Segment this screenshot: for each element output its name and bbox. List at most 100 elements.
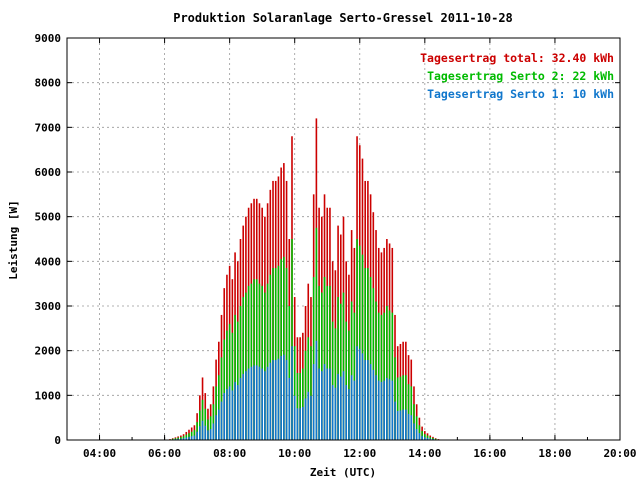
bar-series-3 — [362, 353, 364, 440]
bar-series-3 — [278, 359, 280, 440]
y-tick-label: 1000 — [35, 389, 62, 402]
bar-series-3 — [213, 423, 215, 440]
bar-series-3 — [397, 411, 399, 440]
bar-series-3 — [389, 379, 391, 440]
bar-series-3 — [226, 389, 228, 440]
bar-series-3 — [421, 436, 423, 440]
bar-series-3 — [324, 364, 326, 440]
bar-series-3 — [351, 375, 353, 440]
bar-series-3 — [270, 363, 272, 440]
bar-series-3 — [272, 360, 274, 440]
bar-series-3 — [313, 364, 315, 440]
x-tick-label: 20:00 — [603, 447, 636, 460]
bar-series-3 — [378, 381, 380, 440]
bars — [169, 118, 453, 440]
bar-series-3 — [381, 382, 383, 440]
bar-series-3 — [413, 423, 415, 440]
x-tick-label: 08:00 — [213, 447, 246, 460]
bar-series-3 — [419, 433, 421, 440]
bar-series-3 — [329, 369, 331, 440]
x-axis-label: Zeit (UTC) — [310, 466, 376, 479]
bar-series-3 — [261, 369, 263, 440]
bar-series-3 — [259, 367, 261, 440]
bar-series-3 — [410, 415, 412, 440]
bar-series-3 — [297, 408, 299, 440]
bar-series-3 — [318, 369, 320, 440]
bar-series-3 — [210, 429, 212, 440]
bar-series-3 — [354, 381, 356, 440]
y-tick-label: 4000 — [35, 255, 62, 268]
bar-series-3 — [191, 436, 193, 440]
bar-series-3 — [405, 410, 407, 440]
legend-entry: Tagesertrag Serto 1: 10 kWh — [427, 87, 614, 101]
bar-series-3 — [199, 426, 201, 440]
bar-series-3 — [383, 381, 385, 440]
bar-series-3 — [386, 378, 388, 440]
bar-series-3 — [299, 408, 301, 440]
bar-series-3 — [307, 392, 309, 440]
bar-series-3 — [321, 371, 323, 440]
bar-series-3 — [356, 346, 358, 440]
bar-series-3 — [194, 436, 196, 440]
bar-series-3 — [391, 381, 393, 440]
x-tick-label: 10:00 — [278, 447, 311, 460]
x-tick-label: 14:00 — [408, 447, 441, 460]
y-tick-label: 5000 — [35, 211, 62, 224]
bar-series-3 — [364, 360, 366, 440]
bar-series-3 — [242, 374, 244, 440]
bar-series-3 — [286, 360, 288, 440]
bar-series-3 — [253, 365, 255, 440]
bar-series-3 — [215, 415, 217, 440]
bar-series-3 — [400, 411, 402, 440]
y-tick-label: 6000 — [35, 166, 62, 179]
bar-series-3 — [326, 369, 328, 440]
bar-series-3 — [283, 355, 285, 440]
y-tick-label: 2000 — [35, 345, 62, 358]
bar-series-3 — [237, 385, 239, 440]
bar-series-3 — [275, 360, 277, 440]
y-tick-label: 3000 — [35, 300, 62, 313]
bar-series-3 — [232, 390, 234, 440]
x-tick-label: 06:00 — [148, 447, 181, 460]
bar-series-3 — [294, 396, 296, 440]
bar-series-3 — [337, 374, 339, 440]
bar-series-3 — [348, 389, 350, 440]
y-axis-label: Leistung [W] — [7, 200, 20, 279]
y-tick-label: 8000 — [35, 77, 62, 90]
y-tick-label: 9000 — [35, 32, 62, 45]
bar-series-3 — [204, 426, 206, 440]
legend-entry: Tagesertrag Serto 2: 22 kWh — [427, 69, 614, 83]
bar-series-3 — [264, 371, 266, 440]
bar-series-3 — [248, 369, 250, 440]
bar-series-3 — [359, 349, 361, 440]
bar-series-3 — [394, 402, 396, 440]
bar-series-3 — [310, 396, 312, 440]
bar-series-3 — [370, 364, 372, 440]
bar-series-3 — [402, 410, 404, 440]
bar-series-3 — [343, 371, 345, 440]
legend-entry: Tagesertrag total: 32.40 kWh — [420, 51, 614, 65]
bar-series-3 — [245, 371, 247, 440]
bar-series-3 — [408, 414, 410, 440]
y-tick-label: 0 — [54, 434, 61, 447]
x-tick-label: 04:00 — [83, 447, 116, 460]
bar-series-3 — [305, 398, 307, 440]
bar-series-3 — [280, 356, 282, 440]
bar-series-3 — [367, 360, 369, 440]
bar-series-3 — [288, 378, 290, 440]
bar-series-3 — [335, 388, 337, 440]
bar-series-3 — [223, 393, 225, 440]
bar-series-3 — [251, 367, 253, 440]
bar-series-3 — [267, 367, 269, 440]
legend: Tagesertrag total: 32.40 kWh Tagesertrag … — [420, 51, 614, 101]
bar-series-3 — [221, 402, 223, 440]
bar-series-3 — [332, 385, 334, 440]
bar-series-3 — [229, 386, 231, 440]
bar-series-3 — [375, 375, 377, 440]
bar-series-3 — [196, 432, 198, 440]
x-tick-label: 18:00 — [538, 447, 571, 460]
x-tick-label: 12:00 — [343, 447, 376, 460]
